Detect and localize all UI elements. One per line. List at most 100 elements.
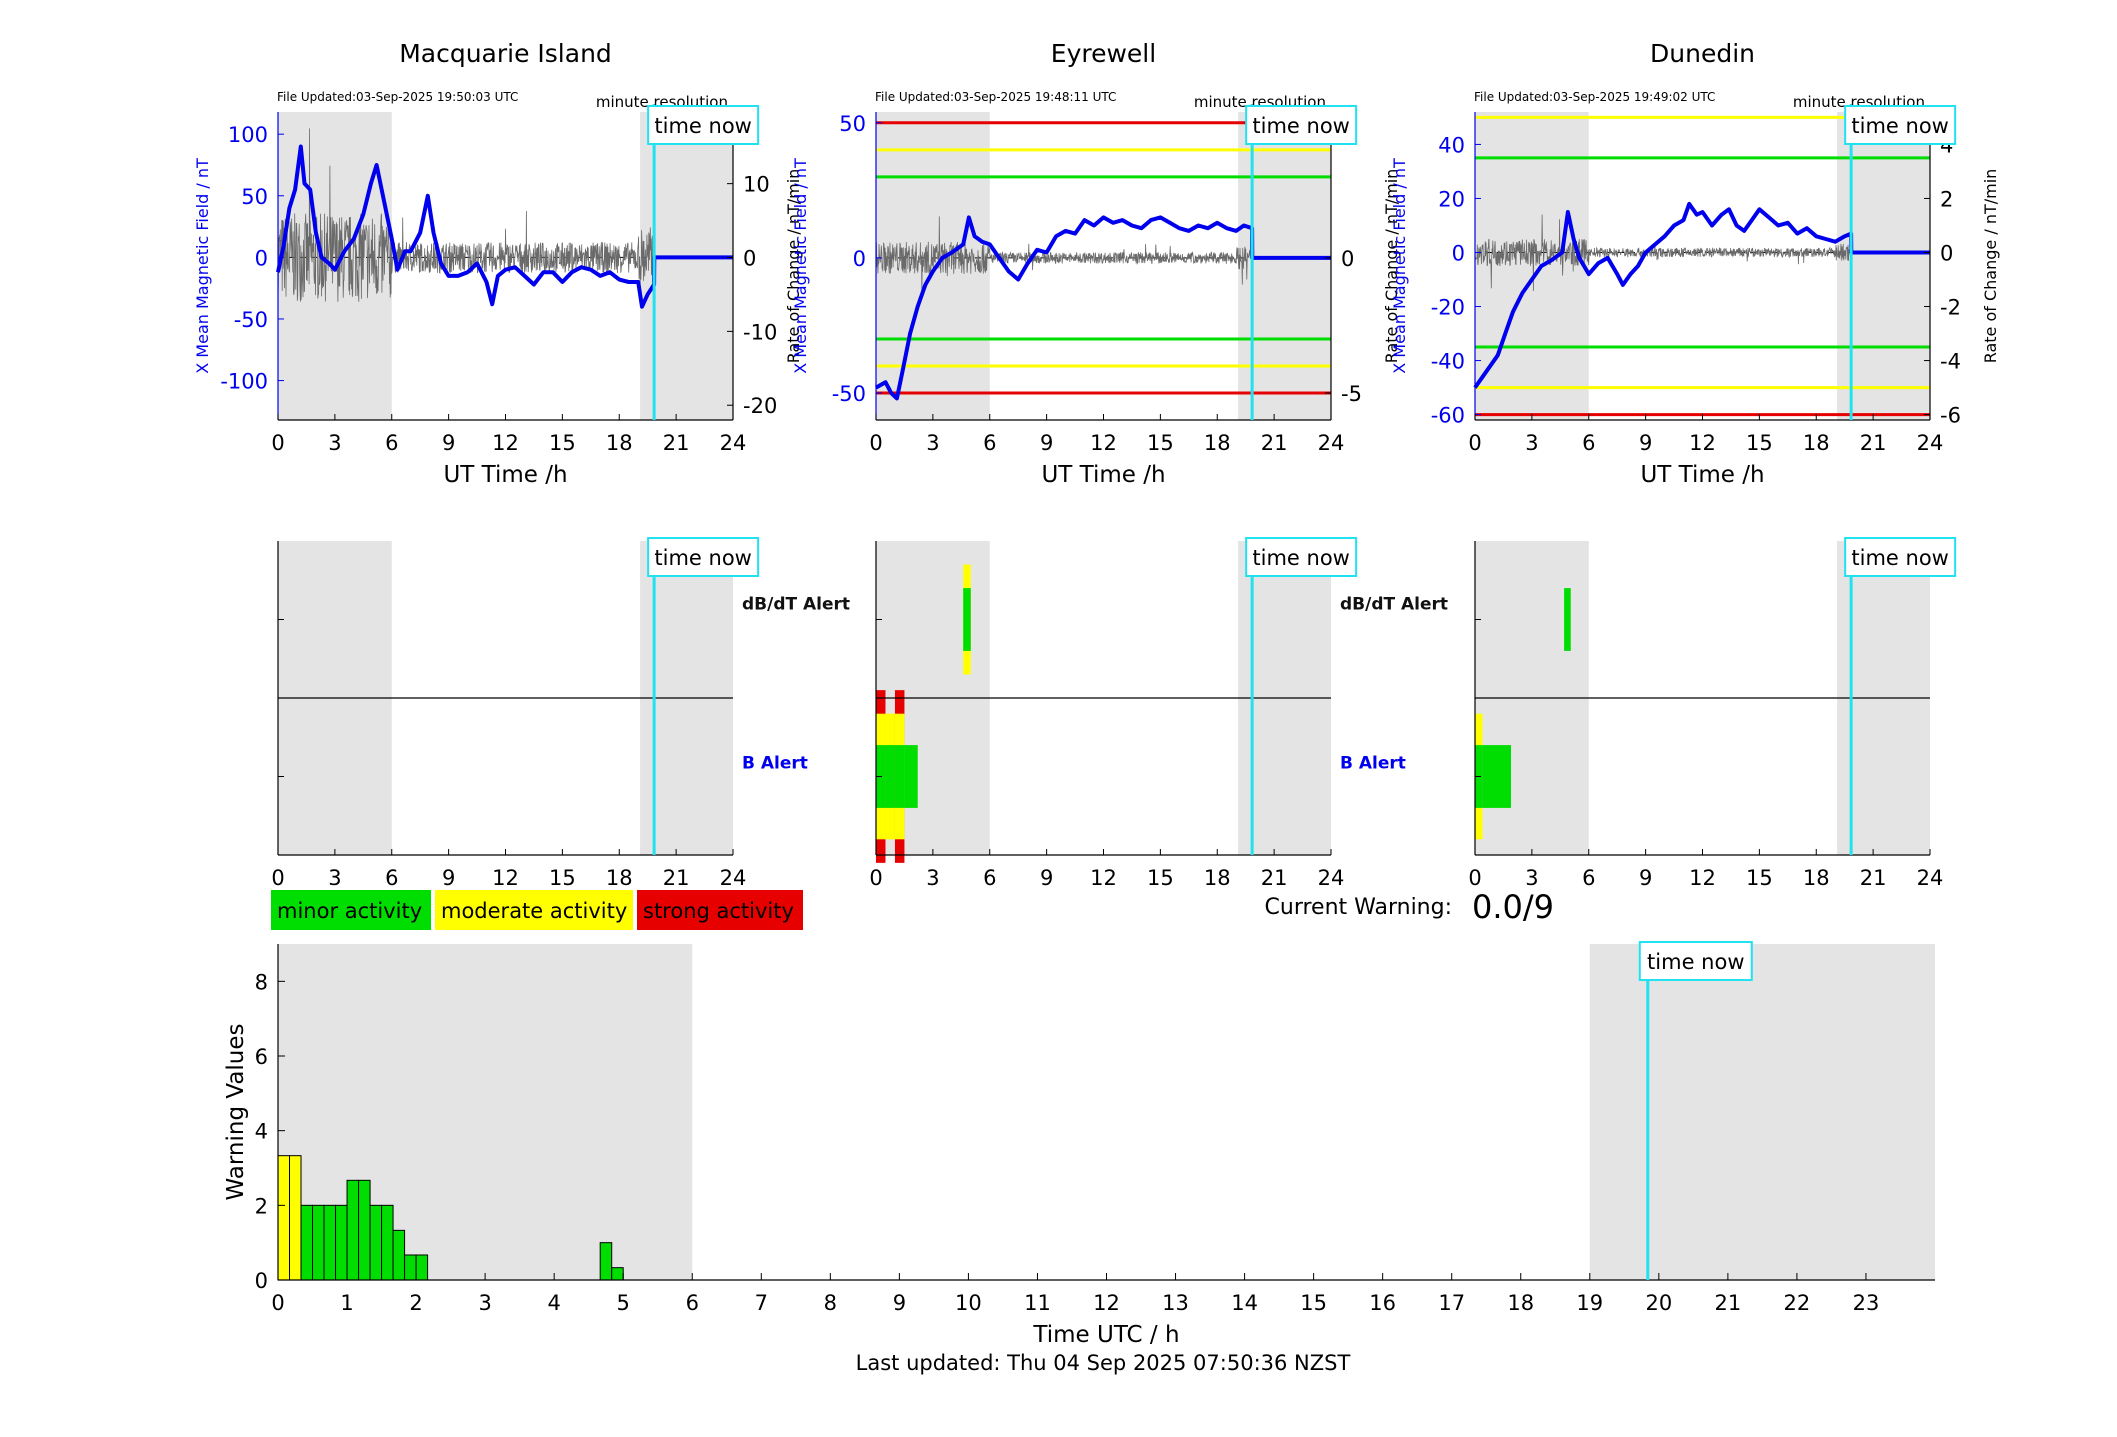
x-tick-label: 24 bbox=[1318, 866, 1345, 890]
x-tick-label: 22 bbox=[1784, 1291, 1811, 1315]
x-tick-label: 18 bbox=[606, 866, 633, 890]
alert-panel-eyrewell: time now 0 3 6 9 12 15 18 21 24 dB/dT Alert B Alert bbox=[869, 537, 1448, 890]
current-warning: Current Warning: 0.0/9 bbox=[1265, 888, 1555, 926]
y-tick-label: 2 bbox=[255, 1194, 268, 1218]
y-tick-label: -40 bbox=[1431, 350, 1465, 374]
x-tick-label: 3 bbox=[328, 431, 341, 455]
y-tick-label: 0 bbox=[255, 1269, 268, 1293]
y2-axis-label: Rate of Change / nT/min bbox=[784, 169, 803, 364]
y2-axis-label: Rate of Change / nT/min bbox=[1981, 169, 2000, 364]
x-tick-label: 5 bbox=[617, 1291, 630, 1315]
warning-bar bbox=[289, 1155, 302, 1281]
x-tick-label: 9 bbox=[1040, 866, 1053, 890]
time-now-text: time now bbox=[1851, 546, 1948, 570]
dbdt-alert-bar bbox=[963, 588, 971, 651]
x-tick-label: 24 bbox=[720, 431, 747, 455]
y2-axis-label: Rate of Change / nT/min bbox=[1382, 169, 1401, 364]
legend-swatch bbox=[637, 890, 803, 930]
x-tick-label: 3 bbox=[926, 866, 939, 890]
time-now-box bbox=[1245, 105, 1358, 145]
x-tick-label: 19 bbox=[1576, 1291, 1603, 1315]
magnetic-field-trace bbox=[276, 144, 733, 309]
legend-label: moderate activity bbox=[441, 899, 627, 923]
x-tick-label: 21 bbox=[1860, 431, 1887, 455]
x-tick-label: 24 bbox=[720, 866, 747, 890]
warning-bar bbox=[300, 1204, 314, 1281]
warning-bar bbox=[415, 1254, 429, 1281]
x-tick-label: 18 bbox=[1803, 431, 1830, 455]
x-tick-label: 4 bbox=[547, 1291, 560, 1315]
y-tick-label: -50 bbox=[832, 382, 866, 406]
time-now-text: time now bbox=[1851, 114, 1948, 138]
x-tick-label: 10 bbox=[955, 1291, 982, 1315]
x-tick-label: 3 bbox=[1525, 866, 1538, 890]
station-alert-panels: time now 0 3 6 9 12 15 18 21 24 dB/dT Alert B Alert… bbox=[271, 537, 1957, 890]
rate-of-change-trace bbox=[875, 216, 1253, 300]
x-tick-label: 9 bbox=[1639, 431, 1652, 455]
x-tick-label: 12 bbox=[1090, 431, 1117, 455]
alert-panel-dunedin: time now 0 3 6 9 12 15 18 21 24 bbox=[1468, 537, 1957, 890]
y2-tick-label: 0 bbox=[743, 247, 756, 271]
x-tick-label: 11 bbox=[1024, 1291, 1051, 1315]
warning-bar bbox=[312, 1204, 325, 1281]
y2-tick-label: -6 bbox=[1940, 404, 1961, 428]
time-now-box bbox=[1844, 105, 1957, 145]
time-now-box bbox=[1844, 537, 1957, 577]
dbdt-alert-bar bbox=[1564, 588, 1571, 651]
x-tick-label: 7 bbox=[755, 1291, 768, 1315]
legend-swatch bbox=[271, 890, 431, 930]
warning-bar bbox=[381, 1204, 394, 1281]
x-tick-label: 9 bbox=[442, 431, 455, 455]
x-tick-label: 18 bbox=[1204, 431, 1231, 455]
time-now-box bbox=[647, 105, 760, 145]
x-tick-label: 21 bbox=[1715, 1291, 1742, 1315]
x-tick-label: 3 bbox=[478, 1291, 491, 1315]
y-tick-label: 4 bbox=[255, 1120, 268, 1144]
warning-bar bbox=[392, 1229, 406, 1281]
station-title: Macquarie Island bbox=[399, 39, 612, 68]
x-tick-label: 9 bbox=[1040, 431, 1053, 455]
time-now-text: time now bbox=[1252, 114, 1349, 138]
y2-tick-label: -10 bbox=[743, 320, 777, 344]
x-axis-label: UT Time /h bbox=[1640, 462, 1764, 488]
file-updated-label: File Updated:03-Sep-2025 19:49:02 UTC bbox=[1474, 90, 1715, 104]
x-tick-label: 6 bbox=[385, 866, 398, 890]
x-tick-label: 13 bbox=[1162, 1291, 1189, 1315]
legend-label: strong activity bbox=[643, 899, 794, 923]
x-tick-label: 12 bbox=[1093, 1291, 1120, 1315]
warning-bar bbox=[335, 1204, 348, 1281]
legend-swatch bbox=[435, 890, 633, 930]
x-tick-label: 12 bbox=[1090, 866, 1117, 890]
warning-bar bbox=[277, 1155, 291, 1281]
night-shading bbox=[1589, 944, 1935, 1280]
x-tick-label: 3 bbox=[328, 866, 341, 890]
b-alert-label: B Alert bbox=[742, 754, 808, 774]
x-tick-label: 3 bbox=[926, 431, 939, 455]
y-axis-label: X Mean Magnetic Field / nT bbox=[193, 158, 212, 374]
x-tick-label: 15 bbox=[549, 866, 576, 890]
time-now-box bbox=[1245, 537, 1358, 577]
b-alert-bar bbox=[894, 745, 905, 808]
warning-bar bbox=[404, 1254, 417, 1281]
current-warning-label: Current Warning: bbox=[1265, 895, 1452, 920]
b-alert-label: B Alert bbox=[1340, 754, 1406, 774]
time-now-box bbox=[1638, 941, 1753, 981]
x-tick-label: 15 bbox=[1746, 866, 1773, 890]
x-tick-label: 6 bbox=[686, 1291, 699, 1315]
y-tick-label: 20 bbox=[1438, 187, 1465, 211]
y2-tick-label: -20 bbox=[743, 394, 777, 418]
x-tick-label: 17 bbox=[1438, 1291, 1465, 1315]
time-now-text: time now bbox=[654, 114, 751, 138]
warning-bar bbox=[346, 1179, 360, 1281]
x-axis-label: UT Time /h bbox=[1041, 462, 1165, 488]
x-tick-label: 1 bbox=[340, 1291, 353, 1315]
time-now-box bbox=[647, 537, 760, 577]
current-warning-value: 0.0/9 bbox=[1472, 888, 1554, 926]
b-alert-bar bbox=[904, 745, 918, 808]
legend-label: minor activity bbox=[277, 899, 422, 923]
y-tick-label: -60 bbox=[1431, 404, 1465, 428]
x-axis-label: UT Time /h bbox=[443, 462, 567, 488]
